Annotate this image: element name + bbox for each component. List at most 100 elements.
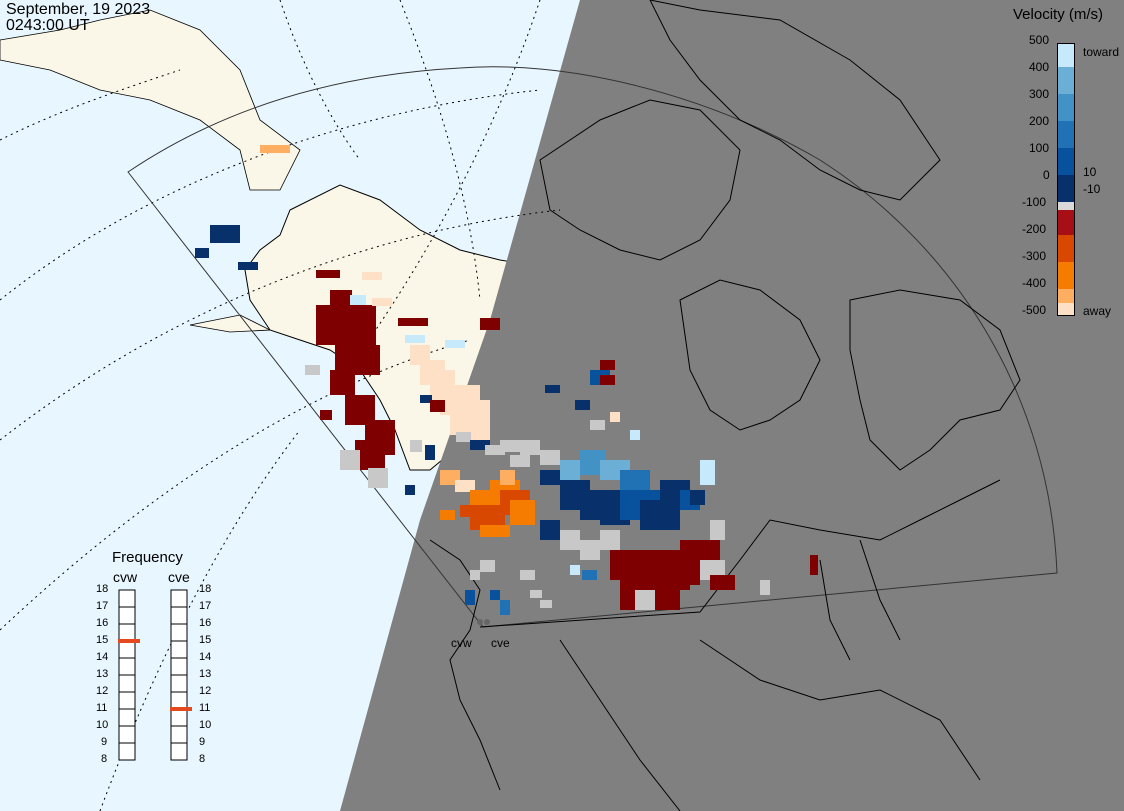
velocity-cell	[500, 600, 510, 615]
velocity-cell	[195, 248, 209, 258]
legend-tick-label: 100	[1029, 141, 1050, 155]
frequency-cve-label: cve	[168, 569, 190, 585]
frequency-title: Frequency	[112, 549, 183, 566]
velocity-cell	[445, 340, 465, 348]
velocity-cell	[430, 400, 445, 412]
velocity-cell	[340, 450, 360, 470]
frequency-marker	[118, 639, 140, 643]
legend-tick-label: -400	[1022, 276, 1047, 290]
legend-tick-label: -300	[1022, 249, 1047, 263]
frequency-scale-right: 18	[199, 583, 212, 595]
colorbar-segment	[1057, 67, 1075, 94]
velocity-cell	[690, 490, 705, 505]
legend-pos-threshold: 10	[1083, 165, 1097, 179]
velocity-cell	[760, 580, 770, 595]
frequency-scale-left: 9	[101, 736, 108, 748]
frequency-scale-right: 11	[199, 702, 211, 714]
frequency-cell	[118, 589, 136, 608]
velocity-cell	[470, 570, 480, 580]
frequency-cell	[118, 657, 136, 676]
site-label-cvw: cvw	[451, 636, 472, 650]
velocity-cell	[520, 440, 540, 455]
velocity-cell	[316, 270, 340, 278]
velocity-cell	[540, 470, 560, 485]
velocity-cell	[420, 395, 432, 403]
velocity-cell	[350, 295, 366, 305]
frequency-cell	[170, 708, 188, 727]
frequency-scale-left: 14	[96, 651, 109, 663]
velocity-cell	[620, 470, 650, 490]
velocity-cell	[398, 318, 428, 326]
velocity-cell	[582, 570, 597, 580]
site-marker-cve	[484, 619, 490, 625]
frequency-cell	[170, 657, 188, 676]
velocity-cell	[710, 520, 725, 540]
velocity-cell	[580, 540, 600, 560]
frequency-cell	[118, 708, 136, 727]
velocity-cell	[410, 440, 422, 452]
velocity-cell	[610, 412, 620, 422]
colorbar-segment	[1057, 235, 1075, 262]
velocity-cell	[650, 590, 680, 610]
velocity-cell	[320, 410, 332, 420]
velocity-cell	[540, 520, 560, 540]
legend-tick-label: 300	[1029, 87, 1050, 101]
colorbar-segment	[1057, 303, 1075, 316]
frequency-scale-left: 18	[96, 583, 109, 595]
colorbar-segment	[1057, 202, 1075, 210]
velocity-cell	[405, 485, 415, 495]
site-marker-cvw	[477, 619, 483, 625]
colorbar-segment	[1057, 289, 1075, 303]
velocity-cell	[238, 262, 258, 270]
frequency-cell	[118, 691, 136, 710]
velocity-cell	[590, 420, 605, 430]
date-label: September, 19 2023	[6, 1, 151, 18]
velocity-cell	[330, 370, 355, 395]
frequency-scale-right: 13	[199, 668, 212, 680]
velocity-cell	[520, 570, 535, 580]
velocity-cell	[600, 530, 620, 550]
frequency-cell	[170, 623, 188, 642]
frequency-scale-right: 12	[199, 685, 212, 697]
frequency-scale-left: 13	[96, 668, 109, 680]
legend-away-label: away	[1083, 304, 1112, 318]
frequency-scale-left: 15	[96, 634, 109, 646]
frequency-cell	[118, 674, 136, 693]
velocity-cell	[510, 455, 530, 467]
night-side	[340, 0, 1124, 811]
frequency-cell	[170, 674, 188, 693]
frequency-cell	[118, 742, 136, 761]
velocity-cell	[490, 590, 500, 600]
frequency-scale-left: 8	[101, 753, 108, 765]
frequency-cvw-label: cvw	[113, 569, 138, 585]
frequency-scale-right: 9	[199, 736, 206, 748]
cve-frequency-bar	[170, 589, 192, 761]
frequency-scale-right: 17	[199, 600, 212, 612]
velocity-cell	[425, 445, 435, 460]
velocity-cell	[470, 440, 490, 450]
frequency-scale-right: 8	[199, 753, 206, 765]
frequency-scale-left: 12	[96, 685, 109, 697]
colorbar-segment	[1057, 262, 1075, 289]
coastlines	[429, 0, 1021, 811]
time-label: 0243:00 UT	[6, 17, 90, 34]
velocity-cell	[530, 590, 542, 598]
velocity-cell	[635, 590, 655, 610]
velocity-cell	[210, 225, 240, 243]
velocity-cell	[710, 575, 735, 590]
velocity-cell	[570, 565, 580, 575]
frequency-scale-left: 16	[96, 617, 109, 629]
legend-tick-label: 400	[1029, 60, 1050, 74]
site-label-cve: cve	[491, 636, 510, 650]
legend-neg-threshold: -10	[1083, 182, 1101, 196]
lat-lon-grid	[0, 0, 561, 811]
frequency-scale-right: 14	[199, 651, 212, 663]
colorbar-frame	[1057, 43, 1075, 316]
velocity-cell	[440, 510, 455, 520]
velocity-colorbar	[1057, 43, 1075, 316]
velocity-cell	[500, 440, 520, 452]
velocity-cell	[465, 590, 475, 605]
frequency-cell	[118, 623, 136, 642]
radar-scatter	[195, 145, 818, 615]
